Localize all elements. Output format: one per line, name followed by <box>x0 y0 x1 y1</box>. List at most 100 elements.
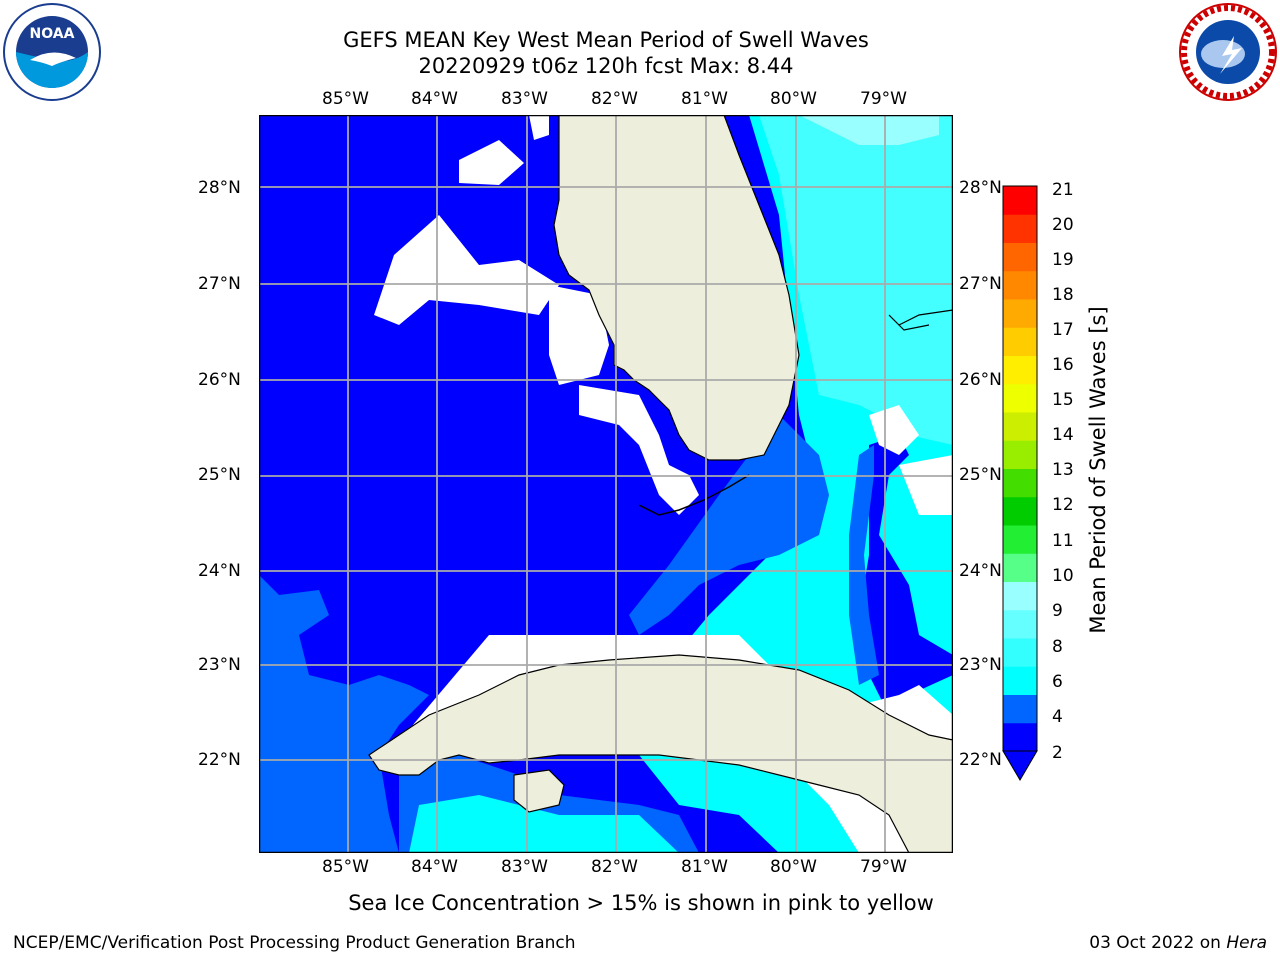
colorbar-segment <box>1003 270 1037 300</box>
colorbar-tick-label: 4 <box>1052 707 1063 727</box>
map-frame <box>259 115 953 853</box>
colorbar-segment <box>1003 722 1037 752</box>
colorbar-segment <box>1003 383 1037 413</box>
colorbar-segment <box>1003 694 1037 724</box>
bahamas-coast <box>888 314 930 331</box>
lon-label-bottom: 83°W <box>501 857 548 877</box>
noaa-logo: NOAA <box>3 3 101 101</box>
colorbar-segment <box>1003 666 1037 695</box>
light-cyan-region <box>759 115 953 445</box>
lon-label-bottom: 80°W <box>770 857 817 877</box>
lon-label-top: 83°W <box>501 89 548 109</box>
lat-label-right: 27°N <box>959 274 1002 294</box>
chart-title: GEFS MEAN Key West Mean Period of Swell … <box>343 28 869 52</box>
lat-label-left: 28°N <box>198 178 241 198</box>
colorbar-segment <box>1003 214 1037 243</box>
lon-label-top: 79°W <box>860 89 907 109</box>
lat-label-right: 22°N <box>959 750 1002 770</box>
footer-date: 03 Oct 2022 on Hera <box>1089 933 1267 953</box>
nws-logo <box>1179 3 1277 101</box>
colorbar-tick-label: 16 <box>1052 355 1074 375</box>
cyan-south <box>409 795 679 853</box>
caption: Sea Ice Concentration > 15% is shown in … <box>348 891 934 915</box>
colorbar-segment <box>1003 496 1037 526</box>
mid-blue-region <box>629 415 829 635</box>
colorbar-segment <box>1003 638 1037 667</box>
colorbar-tick-label: 18 <box>1052 285 1074 305</box>
lon-label-bottom: 79°W <box>860 857 907 877</box>
footer-date-text: 03 Oct 2022 on <box>1089 933 1227 953</box>
colorbar-frame <box>1002 185 1038 752</box>
colorbar-segment <box>1003 242 1037 272</box>
white-patch <box>549 285 609 385</box>
lat-label-left: 26°N <box>198 370 241 390</box>
lon-label-bottom: 85°W <box>322 857 369 877</box>
colorbar-segment <box>1003 468 1037 498</box>
lat-label-right: 25°N <box>959 465 1002 485</box>
white-patch <box>899 455 953 515</box>
colorbar-segment <box>1003 609 1037 639</box>
colorbar-tick-label: 11 <box>1052 531 1074 551</box>
footer-machine: Hera <box>1226 933 1267 953</box>
mid-blue-southwest <box>259 575 429 853</box>
lon-label-top: 80°W <box>770 89 817 109</box>
florida-keys <box>638 474 750 516</box>
lon-label-top: 84°W <box>411 89 458 109</box>
colorbar-tick-label: 21 <box>1052 180 1074 200</box>
colorbar-tick-label: 6 <box>1052 672 1063 692</box>
lat-label-left: 25°N <box>198 465 241 485</box>
bahamas-coast <box>898 309 953 326</box>
colorbar-segment <box>1003 412 1037 441</box>
swell-period-map <box>259 115 953 853</box>
mid-blue-channel <box>849 445 879 685</box>
pale-cyan-region <box>799 115 939 145</box>
colorbar-segment <box>1003 186 1037 215</box>
white-patch <box>459 140 524 185</box>
lat-label-left: 22°N <box>198 750 241 770</box>
colorbar-segment <box>1003 525 1037 554</box>
lat-label-right: 23°N <box>959 655 1002 675</box>
colorbar-tick-label: 14 <box>1052 425 1074 445</box>
lat-label-right: 28°N <box>959 178 1002 198</box>
lat-label-right: 26°N <box>959 370 1002 390</box>
footer-credit: NCEP/EMC/Verification Post Processing Pr… <box>13 933 576 953</box>
chart-subtitle: 20220929 t06z 120h fcst Max: 8.44 <box>418 54 794 78</box>
colorbar-segment <box>1003 581 1037 611</box>
white-patch <box>869 405 919 455</box>
lon-label-bottom: 82°W <box>591 857 638 877</box>
white-patch <box>374 215 559 325</box>
lon-label-top: 81°W <box>681 89 728 109</box>
lat-label-left: 24°N <box>198 561 241 581</box>
colorbar-tick-label: 9 <box>1052 601 1063 621</box>
colorbar-extend-triangle <box>1002 750 1038 781</box>
lon-label-top: 82°W <box>591 89 638 109</box>
colorbar-segment <box>1003 299 1037 328</box>
lat-label-left: 23°N <box>198 655 241 675</box>
colorbar-tick-label: 10 <box>1052 566 1074 586</box>
colorbar-tick-label: 20 <box>1052 215 1074 235</box>
white-patch <box>579 385 699 515</box>
lon-label-top: 85°W <box>322 89 369 109</box>
lat-label-right: 24°N <box>959 561 1002 581</box>
colorbar-segment <box>1003 440 1037 469</box>
colorbar-segment <box>1003 355 1037 385</box>
colorbar-tick-label: 2 <box>1052 743 1063 763</box>
colorbar-label: Mean Period of Swell Waves [s] <box>1086 306 1110 634</box>
colorbar-segment <box>1003 327 1037 356</box>
colorbar-tick-label: 13 <box>1052 460 1074 480</box>
colorbar-tick-label: 17 <box>1052 320 1074 340</box>
colorbar-tick-label: 12 <box>1052 495 1074 515</box>
cuba-land <box>368 654 953 853</box>
lon-label-bottom: 84°W <box>411 857 458 877</box>
colorbar-tick-label: 8 <box>1052 637 1063 657</box>
colorbar <box>1002 185 1038 781</box>
colorbar-tick-label: 15 <box>1052 390 1074 410</box>
graticule <box>259 115 953 853</box>
lat-label-left: 27°N <box>198 274 241 294</box>
colorbar-segment <box>1003 553 1037 582</box>
white-patch <box>529 115 549 140</box>
svg-text:NOAA: NOAA <box>30 26 75 42</box>
lon-label-bottom: 81°W <box>681 857 728 877</box>
deep-blue-channel <box>859 435 953 715</box>
colorbar-tick-label: 19 <box>1052 250 1074 270</box>
